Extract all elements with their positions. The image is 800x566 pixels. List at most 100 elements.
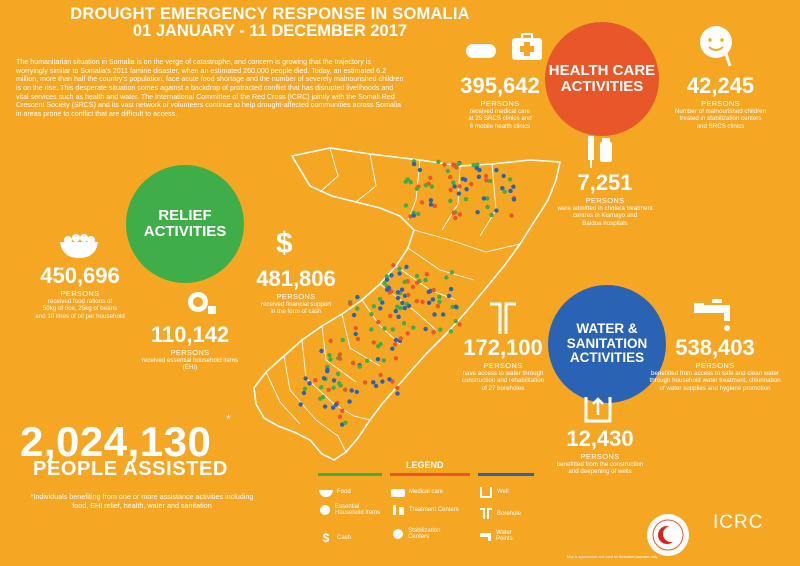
map-marker bbox=[500, 186, 505, 191]
map-marker bbox=[384, 274, 389, 279]
map-marker bbox=[448, 187, 453, 193]
household-items-icon bbox=[318, 504, 332, 516]
relief-line1: RELIEF bbox=[158, 206, 212, 224]
map-marker bbox=[441, 312, 446, 317]
map-marker bbox=[384, 277, 390, 282]
map-marker bbox=[303, 376, 308, 381]
child-face-icon bbox=[390, 528, 405, 540]
map-marker bbox=[463, 196, 469, 202]
map-marker bbox=[348, 301, 353, 306]
stat-value: 450,696 bbox=[40, 263, 120, 288]
water-tap-icon bbox=[478, 530, 493, 542]
map-marker bbox=[450, 304, 455, 310]
stat-desc-1: received financial support bbox=[260, 301, 332, 308]
map-marker bbox=[414, 299, 419, 304]
somalia-map bbox=[253, 147, 561, 461]
map-marker bbox=[509, 213, 514, 218]
legend-item-cash: $ Cash bbox=[318, 531, 351, 545]
stat-unit: PERSONS bbox=[483, 361, 523, 370]
borehole-icon bbox=[490, 302, 516, 334]
map-marker bbox=[511, 197, 517, 202]
map-marker bbox=[371, 340, 376, 345]
map-marker bbox=[301, 390, 307, 396]
map-marker bbox=[378, 306, 383, 311]
legend-item-ehi: Essential Household Items bbox=[318, 504, 388, 516]
map-marker bbox=[369, 312, 374, 317]
intro-paragraph: The humanitarian situation in Somalia is… bbox=[16, 58, 404, 118]
map-marker bbox=[451, 162, 456, 167]
map-marker bbox=[432, 203, 437, 209]
map-marker bbox=[430, 297, 436, 302]
map-marker bbox=[337, 414, 343, 419]
syringe-icon bbox=[588, 136, 612, 168]
stat-cleanwater: 538,403 PERSONS benefitted from access t… bbox=[640, 335, 790, 392]
map-marker bbox=[429, 184, 434, 189]
map-marker bbox=[365, 358, 370, 363]
map-marker bbox=[355, 294, 360, 300]
medicine-kit-icon bbox=[466, 33, 542, 60]
map-marker bbox=[393, 308, 398, 314]
legend-label: Treatment Centers bbox=[409, 507, 459, 513]
stat-desc-3: and SRCS clinics bbox=[696, 122, 745, 130]
map-marker bbox=[448, 329, 454, 334]
map-marker bbox=[438, 327, 443, 332]
map-marker bbox=[331, 405, 336, 410]
map-marker bbox=[501, 173, 506, 179]
map-marker bbox=[399, 287, 405, 292]
map-marker bbox=[302, 386, 308, 391]
water-line1: WATER & bbox=[576, 320, 638, 336]
map-marker bbox=[355, 336, 361, 342]
map-marker bbox=[494, 208, 499, 213]
map-marker bbox=[411, 325, 416, 330]
stat-wells: 12,430 PERSONS benefitted from the const… bbox=[535, 426, 665, 476]
map-marker bbox=[511, 184, 516, 189]
map-marker bbox=[390, 346, 395, 351]
map-marker bbox=[436, 159, 441, 164]
map-marker bbox=[403, 203, 409, 208]
map-marker bbox=[471, 163, 476, 168]
legend-label: Food bbox=[337, 489, 351, 495]
map-marker bbox=[416, 211, 421, 217]
map-marker bbox=[325, 367, 330, 372]
map-marker bbox=[395, 385, 400, 391]
map-marker bbox=[415, 280, 420, 285]
stat-unit: PERSONS bbox=[695, 361, 735, 370]
map-marker bbox=[457, 322, 462, 327]
map-marker bbox=[437, 299, 442, 305]
map-marker bbox=[376, 319, 381, 325]
map-marker bbox=[494, 167, 499, 173]
map-marker bbox=[402, 305, 407, 311]
stat-desc-2: 50kg of rice, 25kg of beans bbox=[42, 305, 118, 313]
map-disclaimer: Map is approximate and used for illustra… bbox=[567, 555, 658, 559]
map-marker bbox=[378, 341, 383, 347]
total-footnote: *Individuals benefiting from one or more… bbox=[30, 492, 254, 510]
legend-label: Borehole bbox=[497, 511, 522, 517]
map-marker bbox=[456, 191, 462, 196]
legend-label: Well bbox=[497, 489, 509, 495]
stat-unit: PERSONS bbox=[580, 452, 620, 461]
map-marker bbox=[371, 380, 376, 385]
map-marker bbox=[390, 327, 395, 332]
legend-title: LEGEND bbox=[406, 460, 444, 470]
map-marker bbox=[338, 383, 343, 388]
map-marker bbox=[331, 385, 336, 390]
legend-item-food: Food bbox=[318, 486, 351, 498]
stat-food: 450,696 PERSONS received food rations of… bbox=[20, 263, 140, 320]
stat-desc-3: and 10 litres of oil per household bbox=[35, 312, 125, 320]
stat-desc-2: centres in Kismayo and bbox=[572, 212, 638, 220]
stat-malnourished: 42,245 PERSONS Number of malnourished ch… bbox=[658, 73, 783, 130]
legend-item-waterpoints: Water Points bbox=[478, 530, 528, 542]
legend-label: Water Points bbox=[496, 530, 513, 542]
map-marker bbox=[343, 420, 348, 425]
child-face-icon bbox=[700, 26, 732, 67]
map-marker bbox=[298, 402, 303, 407]
map-marker bbox=[449, 270, 455, 275]
map-marker bbox=[457, 212, 463, 217]
food-bowl-icon bbox=[318, 486, 334, 498]
stat-desc-2: in the form of cash bbox=[270, 308, 322, 316]
water-line3: ACTIVITIES bbox=[569, 350, 645, 366]
map-marker bbox=[508, 188, 513, 194]
total-asterisk: * bbox=[226, 412, 231, 426]
map-marker bbox=[445, 168, 450, 174]
map-marker bbox=[381, 358, 386, 363]
